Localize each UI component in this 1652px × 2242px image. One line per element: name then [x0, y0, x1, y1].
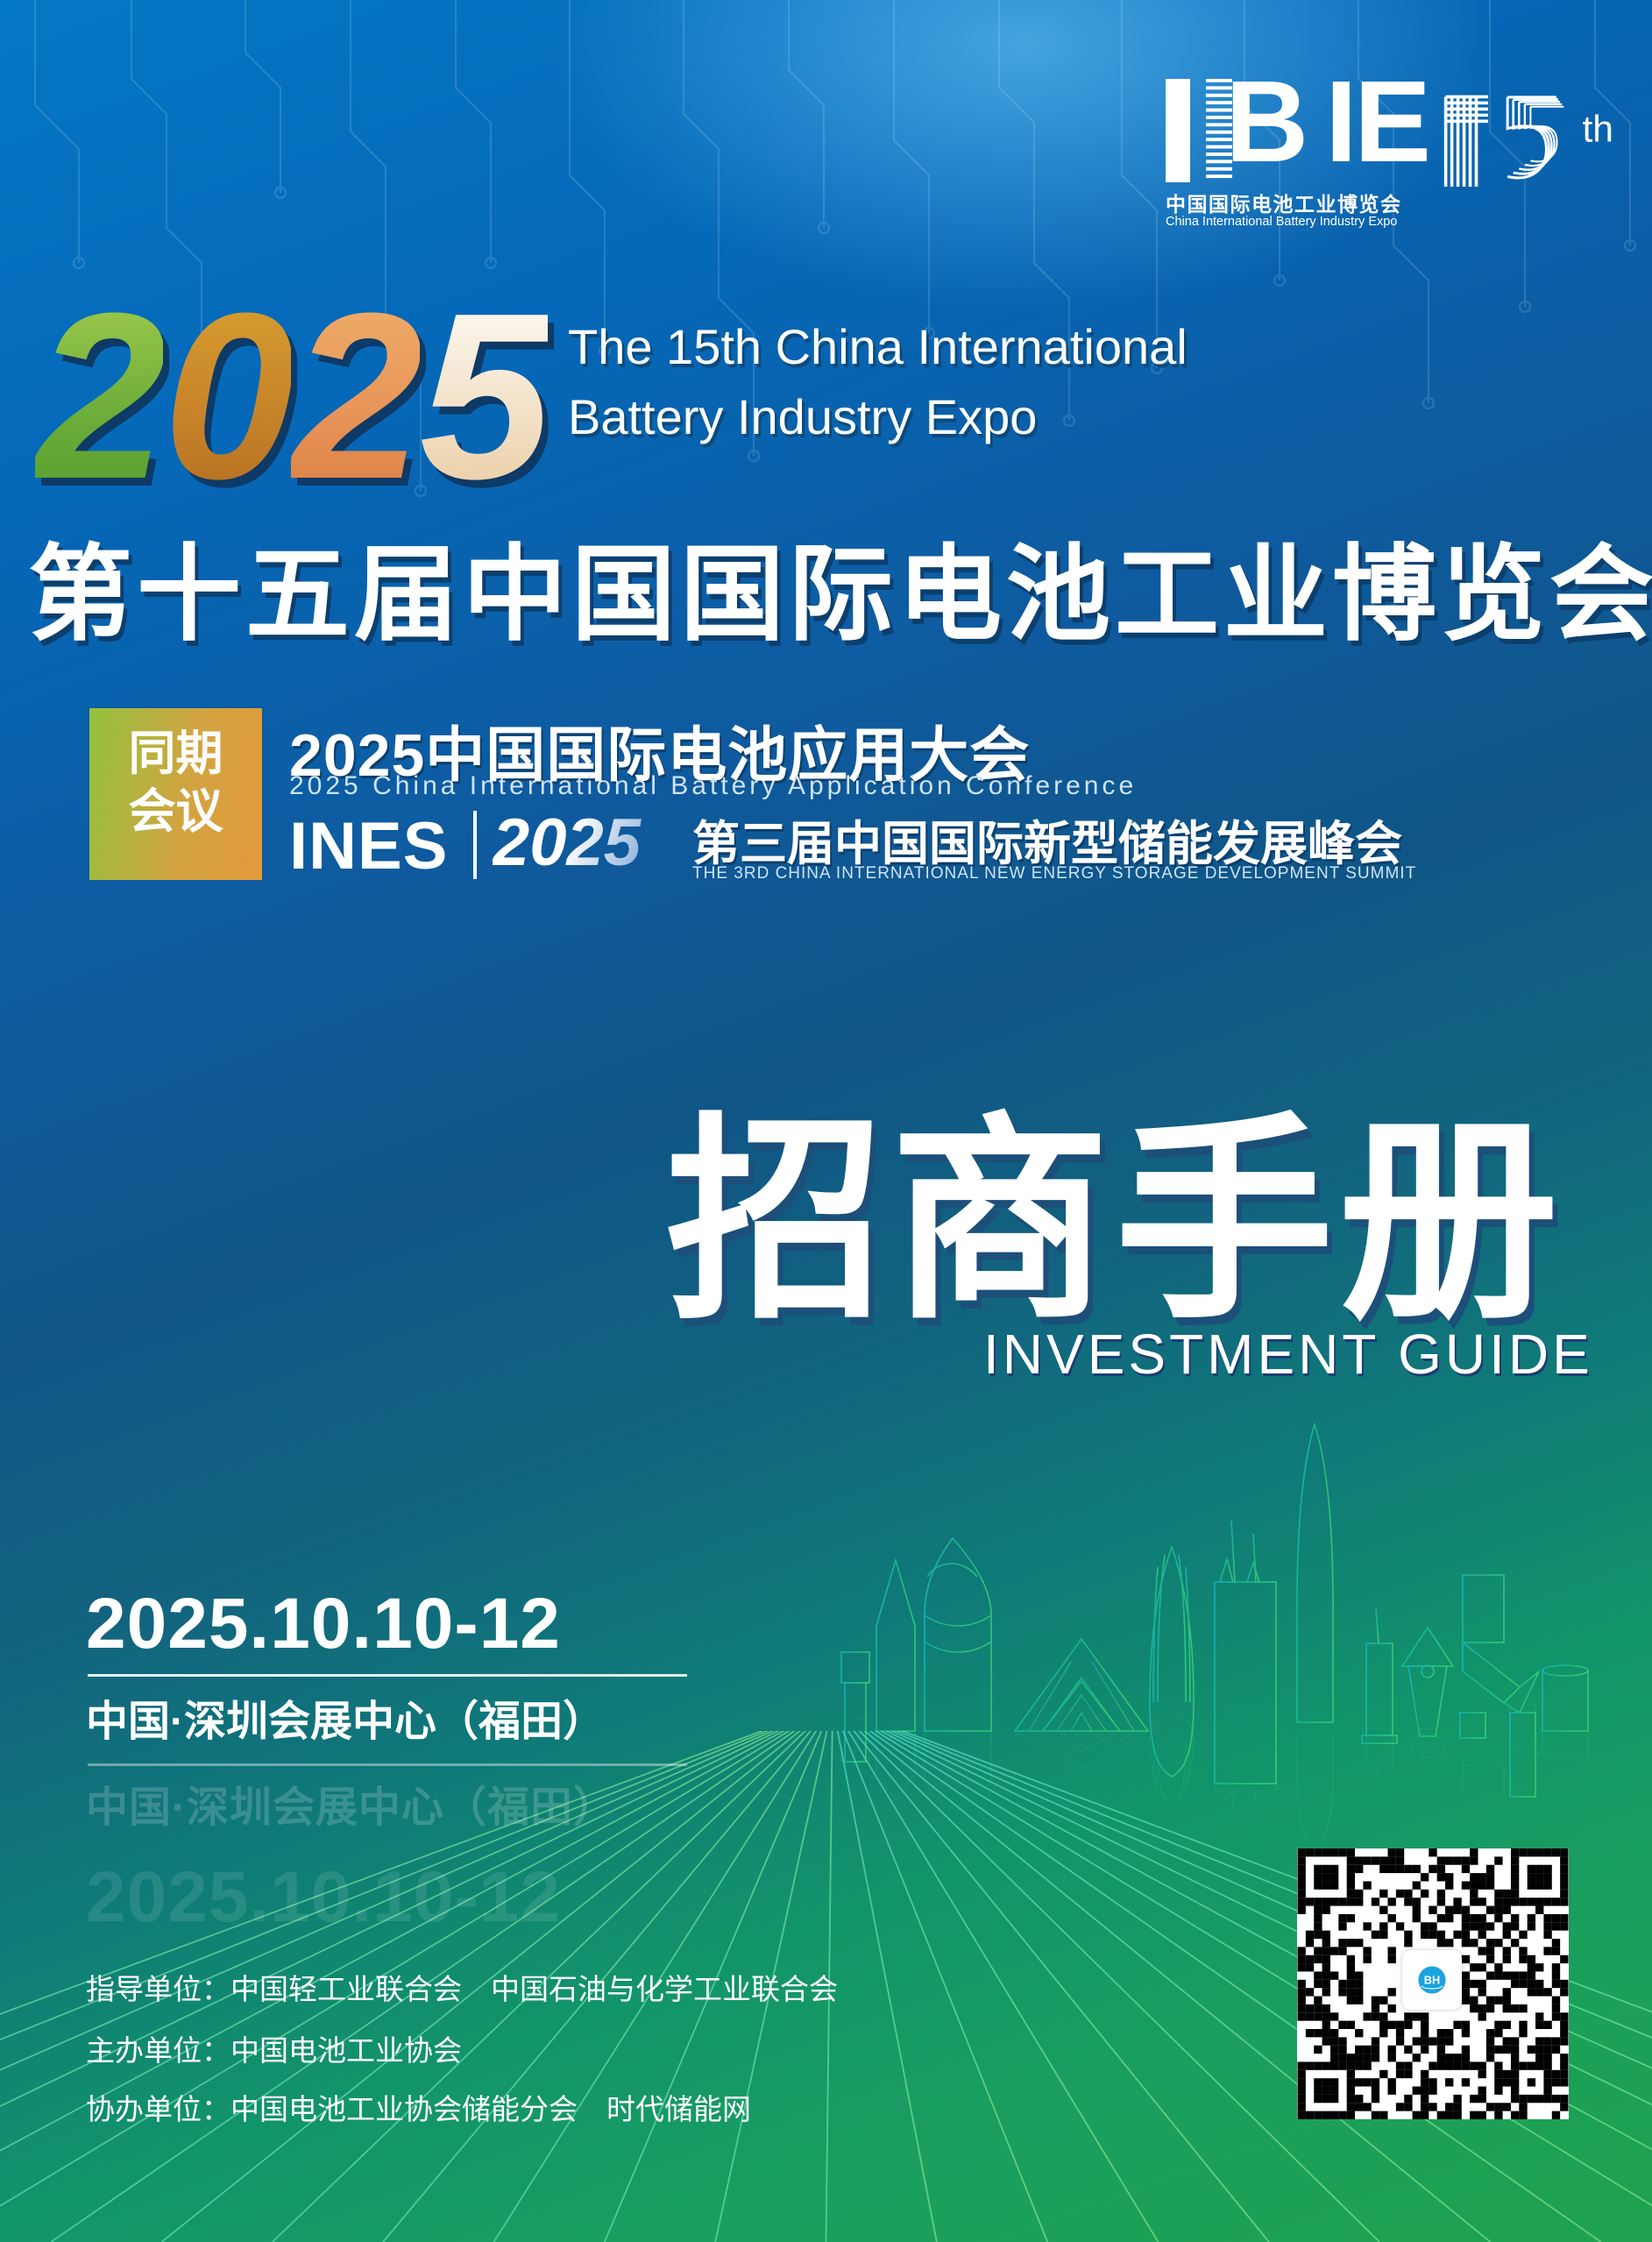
svg-text:I: I: [1325, 79, 1358, 186]
svg-text:BH: BH: [1424, 1973, 1440, 1986]
svg-text:中国国际电池工业博览会: 中国国际电池工业博览会: [1166, 193, 1402, 216]
svg-text:th: th: [1582, 108, 1613, 150]
svg-text:China International Battery In: China International Battery Industry Exp…: [1166, 215, 1397, 228]
svg-text:E: E: [1354, 79, 1431, 186]
svg-text:B: B: [1225, 79, 1305, 186]
